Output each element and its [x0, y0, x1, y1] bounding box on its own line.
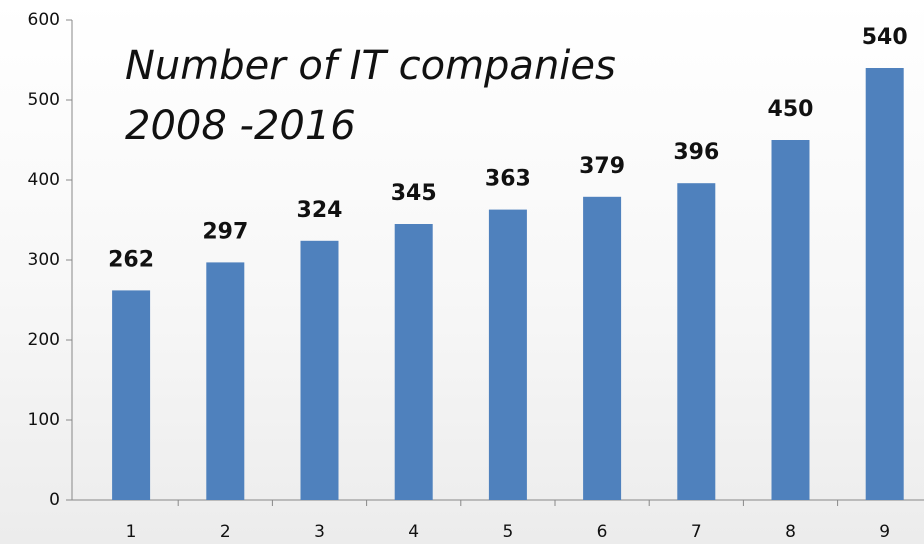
- value-label: 345: [391, 181, 437, 206]
- value-label: 450: [768, 97, 814, 122]
- x-tick-label: 7: [691, 522, 702, 542]
- value-label: 540: [862, 25, 908, 50]
- chart-title: Number of IT companies: [125, 43, 616, 89]
- x-tick-label: 3: [314, 522, 325, 542]
- value-label: 324: [297, 198, 343, 223]
- bar: [583, 196, 622, 501]
- x-tick-label: 2: [220, 522, 231, 542]
- bar: [394, 224, 433, 500]
- y-tick-label: 300: [28, 250, 60, 270]
- x-tick-label: 1: [126, 522, 137, 542]
- bar: [488, 209, 527, 500]
- y-tick-label: 0: [49, 490, 60, 510]
- bar: [677, 183, 716, 500]
- value-label: 396: [673, 140, 719, 165]
- bar: [112, 290, 151, 500]
- bar: [300, 240, 339, 501]
- x-tick-label: 4: [408, 522, 419, 542]
- chart-subtitle: 2008 -2016: [125, 103, 356, 149]
- x-tick-label: 8: [785, 522, 796, 542]
- y-tick-label: 500: [28, 90, 60, 110]
- value-label: 379: [579, 154, 625, 179]
- y-tick-label: 600: [28, 10, 60, 30]
- value-label: 262: [108, 247, 154, 272]
- bar: [771, 140, 810, 500]
- y-tick-label: 400: [28, 170, 60, 190]
- value-label: 297: [202, 219, 248, 244]
- x-tick-label: 5: [502, 522, 513, 542]
- x-tick-label: 6: [597, 522, 608, 542]
- y-tick-label: 200: [28, 330, 60, 350]
- bar: [865, 68, 904, 500]
- x-tick-label: 9: [879, 522, 890, 542]
- y-tick-label: 100: [28, 410, 60, 430]
- bar: [206, 262, 245, 500]
- value-label: 363: [485, 167, 531, 192]
